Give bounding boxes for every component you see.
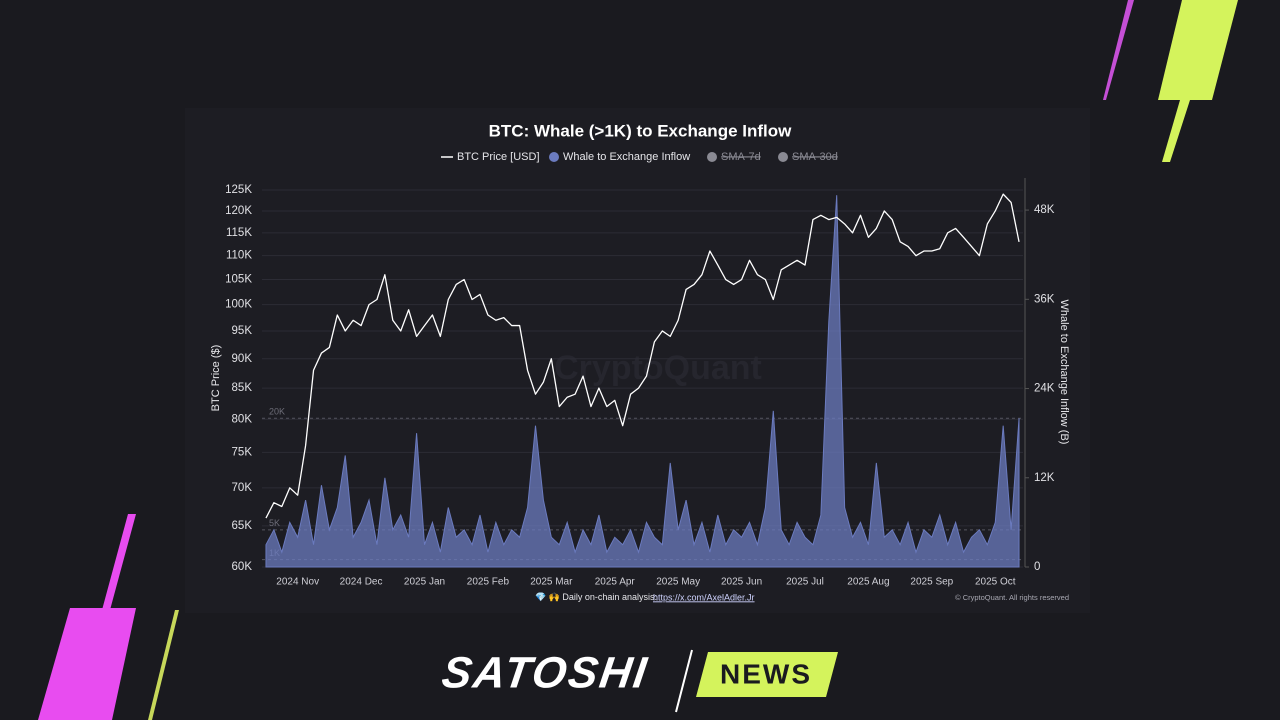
y-tick-label: 105K (225, 274, 252, 286)
brand-divider (675, 649, 693, 713)
price-line (265, 193, 1020, 519)
brand-tag: NEWS (720, 658, 812, 689)
x-tick-label: 2025 Apr (595, 577, 636, 588)
y-tick-label: 70K (232, 482, 253, 494)
brand-tag-box (696, 652, 838, 697)
chart-title: BTC: Whale (>1K) to Exchange Inflow (489, 121, 792, 140)
y-tick-label: 120K (225, 205, 252, 217)
reference-label: 20K (269, 407, 285, 417)
x-tick-label: 2025 Feb (467, 577, 510, 588)
decoration (38, 0, 1238, 720)
y2-tick-label: 24K (1034, 383, 1055, 395)
legend-label[interactable]: BTC Price [USD] (457, 151, 540, 163)
y2-tick-label: 12K (1034, 472, 1055, 484)
plot-area: 60K 65K 70K 75K 80K 85K 90K 95K 100K 105K 110K 115K… (225, 178, 1055, 588)
y-axis-title: BTC Price ($) (210, 345, 222, 412)
legend-label[interactable]: SMA-30d (792, 151, 838, 163)
y-tick-label: 80K (232, 413, 253, 425)
y2-tick-label: 36K (1034, 293, 1055, 305)
legend-label[interactable]: SMA-7d (721, 151, 761, 163)
x-tick-label: 2025 Aug (847, 577, 889, 588)
x-tick-label: 2025 Jun (721, 577, 762, 588)
x-tick-label: 2025 Mar (530, 577, 573, 588)
copyright: © CryptoQuant. All rights reserved (955, 593, 1069, 602)
y-tick-label: 65K (232, 520, 253, 532)
x-tick-label: 2025 Oct (975, 577, 1016, 588)
y-tick-label: 60K (232, 561, 253, 573)
brand: SATOSHI NEWS (439, 649, 838, 713)
y-tick-label: 110K (226, 250, 252, 262)
x-tick-label: 2024 Nov (276, 577, 319, 588)
y-tick-label: 125K (225, 184, 252, 196)
y2-tick-label: 0 (1034, 561, 1040, 573)
x-tick-label: 2025 Jul (786, 577, 824, 588)
y2-tick-label: 48K (1034, 204, 1055, 216)
y-tick-label: 85K (232, 382, 253, 394)
y-tick-label: 100K (225, 299, 252, 311)
brand-name: SATOSHI (439, 649, 651, 698)
footer: 💎 🙌 Daily on-chain analysis: (535, 592, 657, 602)
inflow-area (265, 195, 1020, 568)
legend-label[interactable]: Whale to Exchange Inflow (563, 151, 690, 163)
reference-label: 5K (269, 518, 280, 528)
y-tick-label: 95K (232, 325, 253, 337)
legend-swatch (707, 152, 717, 162)
y-tick-label: 90K (232, 353, 253, 365)
x-tick-label: 2024 Dec (340, 577, 383, 588)
x-tick-label: 2025 Sep (910, 577, 953, 588)
y2-axis-title: Whale to Exchange Inflow (B) (1058, 300, 1070, 445)
footer-text: 💎 🙌 Daily on-chain analysis: (535, 592, 657, 602)
x-tick-label: 2025 Jan (404, 577, 445, 588)
footer-link[interactable]: https://x.com/AxelAdler.Jr (653, 592, 755, 602)
legend: BTC Price [USD] Whale to Exchange Inflow… (441, 151, 838, 163)
watermark: CryptoQuant (554, 349, 762, 387)
y-tick-label: 75K (232, 446, 253, 458)
x-tick-label: 2025 May (656, 577, 700, 588)
footer-link-text[interactable]: https://x.com/AxelAdler.Jr (653, 592, 755, 602)
y-tick-label: 115K (226, 227, 252, 239)
legend-swatch (549, 152, 559, 162)
legend-swatch (778, 152, 788, 162)
